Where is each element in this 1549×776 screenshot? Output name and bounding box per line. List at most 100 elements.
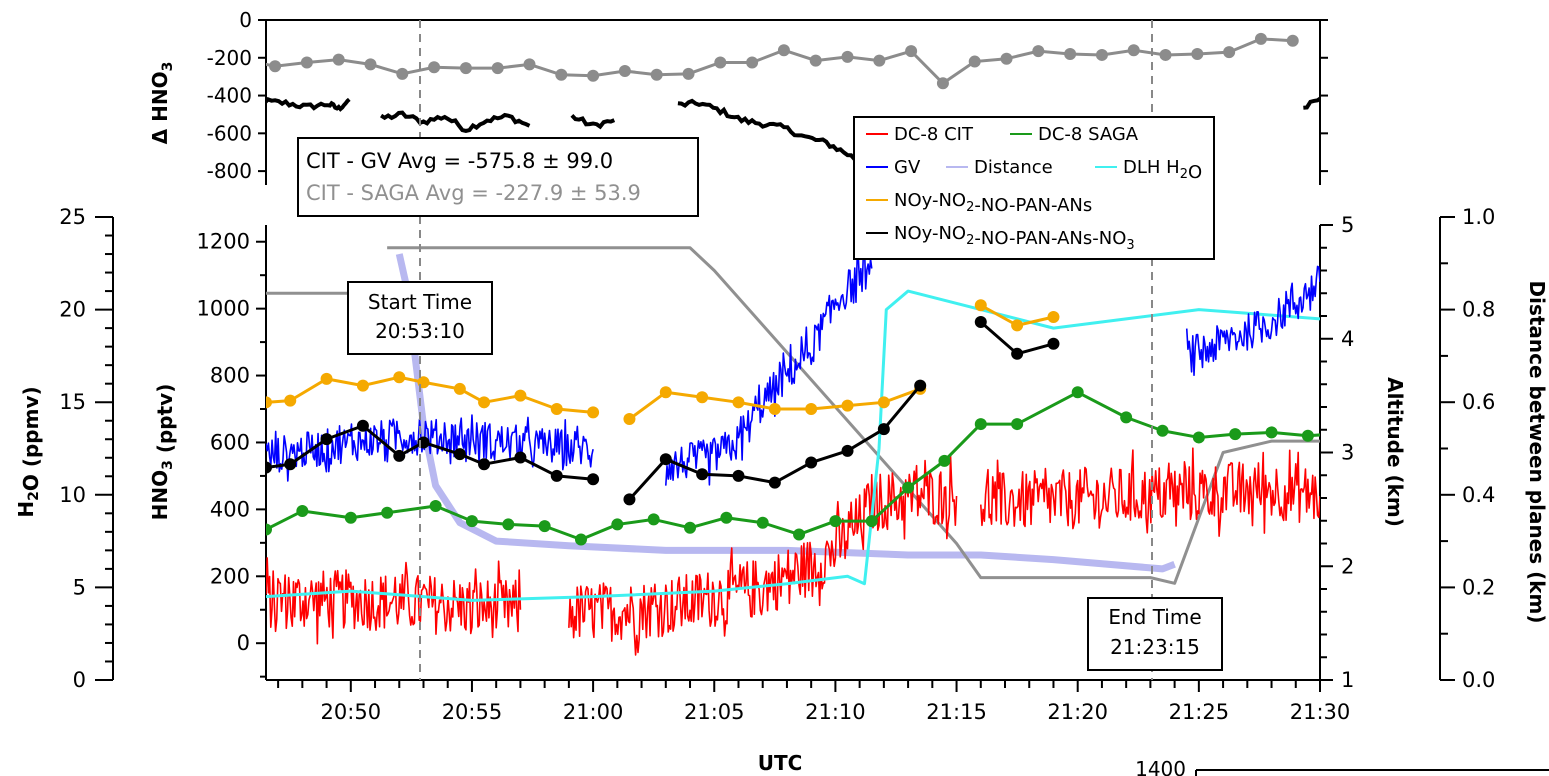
series-marker-NOy-NO₂-NO-PAN-ANs-NO₃ xyxy=(623,493,636,506)
legend-label: DC-8 CIT xyxy=(894,124,974,145)
series-marker xyxy=(682,67,695,80)
series-marker xyxy=(968,55,981,68)
top-ytick-label: -800 xyxy=(207,159,252,183)
legend-label: DLH H2O xyxy=(1123,157,1202,183)
series-marker-NOy-NO₂-NO-PAN-ANs xyxy=(974,299,987,312)
series-marker xyxy=(936,77,949,90)
series-marker xyxy=(396,67,409,80)
x-tick-label: 20:55 xyxy=(442,700,503,724)
series-marker xyxy=(873,54,886,67)
series-marker-DC-8 SAGA xyxy=(344,511,357,524)
series-marker-DC-8 SAGA xyxy=(647,513,660,526)
series-marker-NOy-NO₂-NO-PAN-ANs-NO₃ xyxy=(974,316,987,329)
top-panel-ylabel: Δ HNO3 xyxy=(148,62,176,145)
series-marker-NOy-NO₂-NO-PAN-ANs xyxy=(877,396,890,409)
series-line-CIT - GV xyxy=(570,114,616,130)
series-marker-DC-8 SAGA xyxy=(974,418,987,431)
series-marker-NOy-NO₂-NO-PAN-ANs-NO₃ xyxy=(1047,337,1060,350)
h2o-tick-label: 25 xyxy=(59,205,86,229)
series-marker-NOy-NO₂-NO-PAN-ANs-NO₃ xyxy=(696,468,709,481)
legend-label: DC-8 SAGA xyxy=(1038,124,1139,145)
cit-gv-average: CIT - GV Avg = -575.8 ± 99.0 xyxy=(306,149,613,173)
average-annotation: CIT - GV Avg = -575.8 ± 99.0 CIT - SAGA … xyxy=(297,137,699,217)
series-marker-DC-8 SAGA xyxy=(611,518,624,531)
series-marker-NOy-NO₂-NO-PAN-ANs xyxy=(623,413,636,426)
series-marker xyxy=(269,60,282,73)
series-marker-NOy-NO₂-NO-PAN-ANs-NO₃ xyxy=(1011,347,1024,360)
series-line-CIT - SAGA xyxy=(266,37,1293,86)
hno3-axis-label: HNO3 (pptv) xyxy=(148,384,177,521)
series-marker xyxy=(905,45,918,58)
series-marker-NOy-NO₂-NO-PAN-ANs-NO₃ xyxy=(587,473,600,486)
series-line-DC-8 SAGA xyxy=(266,390,1320,541)
altitude-axis-label: Altitude (km) xyxy=(1383,377,1407,527)
series-marker-DC-8 SAGA xyxy=(266,523,272,536)
series-marker-NOy-NO₂-NO-PAN-ANs-NO₃ xyxy=(514,451,527,464)
series-marker-NOy-NO₂-NO-PAN-ANs xyxy=(841,399,854,412)
hno3-tick-label: 400 xyxy=(210,497,250,521)
legend-label: GV xyxy=(894,157,921,178)
x-tick-label: 21:10 xyxy=(805,700,866,724)
series-marker-NOy-NO₂-NO-PAN-ANs xyxy=(805,403,818,416)
series-marker-DC-8 SAGA xyxy=(720,511,733,524)
top-ytick-label: 0 xyxy=(239,8,252,32)
series-marker-NOy-NO₂-NO-PAN-ANs-NO₃ xyxy=(550,469,563,482)
series-marker xyxy=(1159,48,1172,61)
series-marker-NOy-NO₂-NO-PAN-ANs-NO₃ xyxy=(768,476,781,489)
h2o-tick-label: 20 xyxy=(59,298,86,322)
series-marker-NOy-NO₂-NO-PAN-ANs-NO₃ xyxy=(453,448,466,461)
start-time-label: Start Time xyxy=(368,290,472,314)
x-tick-label: 21:20 xyxy=(1047,700,1108,724)
series-marker xyxy=(1032,45,1045,58)
distance-tick-label: 0.6 xyxy=(1462,390,1495,414)
series-marker xyxy=(1254,32,1267,45)
series-marker-NOy-NO₂-NO-PAN-ANs-NO₃ xyxy=(266,461,272,474)
hno3-tick-label: 0 xyxy=(237,631,250,655)
series-marker-NOy-NO₂-NO-PAN-ANs xyxy=(478,396,491,409)
series-marker-NOy-NO₂-NO-PAN-ANs xyxy=(1011,319,1024,332)
start-time-box: Start Time 20:53:10 xyxy=(347,281,493,355)
distance-tick-label: 0.4 xyxy=(1462,483,1495,507)
series-marker-NOy-NO₂-NO-PAN-ANs-NO₃ xyxy=(284,458,297,471)
series-line-CIT - GV xyxy=(380,110,531,134)
series-marker-DC-8 SAGA xyxy=(1192,431,1205,444)
series-marker xyxy=(1000,52,1013,65)
series-marker xyxy=(714,56,727,69)
series-marker-DC-8 SAGA xyxy=(1362,436,1374,448)
series-marker-NOy-NO₂-NO-PAN-ANs xyxy=(768,403,781,416)
series-line-Distance xyxy=(395,253,1176,573)
series-marker-NOy-NO₂-NO-PAN-ANs xyxy=(393,371,406,384)
end-time-label: End Time xyxy=(1108,605,1201,629)
series-marker-NOy-NO₂-NO-PAN-ANs xyxy=(284,394,297,407)
x-tick-label: 21:00 xyxy=(563,700,624,724)
series-marker-NOy-NO₂-NO-PAN-ANs xyxy=(320,372,333,385)
x-tick-label: 21:30 xyxy=(1290,700,1351,724)
series-marker-DC-8 SAGA xyxy=(1471,457,1483,469)
series-line-CIT - GV xyxy=(266,97,351,112)
altitude-tick-label: 2 xyxy=(1341,554,1354,578)
series-line-DC-8 CIT xyxy=(266,557,522,645)
series-marker-NOy-NO₂-NO-PAN-ANs-NO₃ xyxy=(320,433,333,446)
top-panel: 0 -200 -400 -600 -800 Δ HNO3 xyxy=(148,8,1328,185)
series-marker-DC-8 SAGA xyxy=(1156,424,1169,437)
series-marker xyxy=(618,65,631,77)
series-marker-NOy-NO₂-NO-PAN-ANs-NO₃ xyxy=(732,469,745,482)
series-marker-DC-8 SAGA xyxy=(1301,429,1314,442)
series-marker-NOy-NO₂-NO-PAN-ANs-NO₃ xyxy=(659,453,672,466)
series-marker-NOy-NO₂-NO-PAN-ANs-NO₃ xyxy=(841,444,854,457)
series-marker-NOy-NO₂-NO-PAN-ANs-NO₃ xyxy=(393,449,406,462)
series-marker-NOy-NO₂-NO-PAN-ANs xyxy=(696,391,709,404)
series-marker xyxy=(841,50,854,63)
h2o-axis-label: H2O (ppmv) xyxy=(14,386,43,517)
x-axis-label: UTC xyxy=(758,751,803,775)
h2o-tick-label: 0 xyxy=(73,668,86,692)
series-marker xyxy=(1127,44,1140,57)
top-ytick-label: -200 xyxy=(207,46,252,70)
series-marker-NOy-NO₂-NO-PAN-ANs xyxy=(587,406,600,419)
distance-tick-label: 1.0 xyxy=(1462,205,1495,229)
legend-label: Distance xyxy=(974,157,1053,178)
series-marker-DC-8 SAGA xyxy=(1326,428,1338,440)
x-tick-label: 21:25 xyxy=(1169,700,1230,724)
series-marker-NOy-NO₂-NO-PAN-ANs xyxy=(550,403,563,416)
